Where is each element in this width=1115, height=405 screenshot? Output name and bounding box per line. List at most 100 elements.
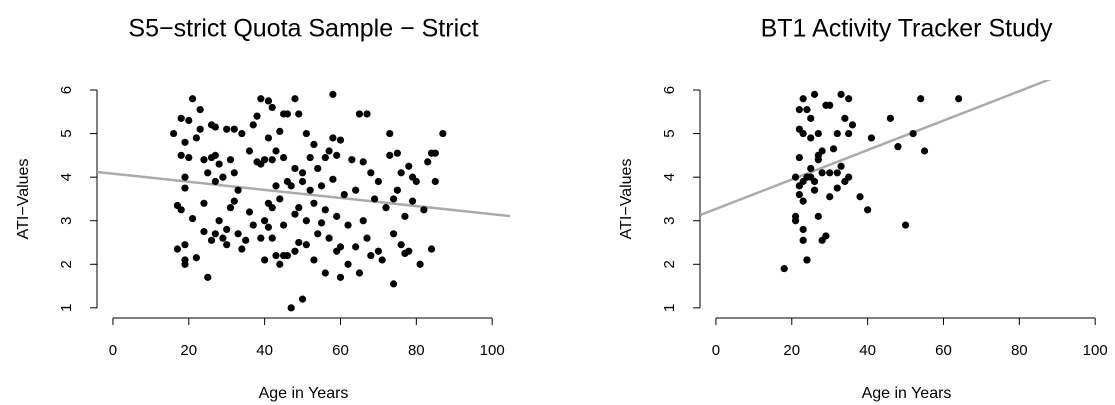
data-point (336, 273, 345, 281)
data-point (803, 106, 811, 114)
x-tick-label: 100 (1083, 342, 1108, 359)
y-tick-label: 2 (661, 260, 678, 268)
data-point (245, 147, 254, 155)
y-axis-label: ATI−Values (15, 159, 32, 240)
data-point (223, 125, 231, 133)
data-point (382, 204, 390, 212)
data-point (317, 219, 326, 227)
data-point (302, 217, 310, 225)
data-point (192, 134, 200, 142)
data-point (181, 173, 189, 181)
data-point (920, 147, 929, 155)
data-point (378, 256, 386, 264)
data-point (389, 195, 398, 203)
data-point (856, 193, 864, 201)
data-point (909, 129, 917, 138)
data-point (799, 225, 807, 234)
x-tick-label: 60 (935, 342, 952, 359)
data-point (287, 304, 295, 312)
data-point (279, 221, 288, 229)
data-point (848, 121, 857, 129)
data-point (826, 101, 834, 109)
data-point (200, 156, 208, 164)
data-point (833, 184, 841, 192)
data-point (833, 129, 841, 138)
data-point (367, 251, 375, 260)
data-point (204, 273, 212, 281)
data-point (837, 90, 845, 98)
data-point (211, 123, 219, 131)
data-point (321, 269, 329, 277)
data-point (401, 212, 409, 220)
data-point (181, 138, 189, 146)
data-point (291, 164, 299, 173)
y-tick-label: 4 (661, 173, 678, 181)
data-point (215, 160, 223, 168)
data-point (917, 95, 925, 103)
data-point (826, 169, 834, 177)
data-point (257, 95, 265, 103)
x-tick-label: 40 (859, 342, 876, 359)
data-point (795, 190, 803, 199)
y-tick-label: 1 (58, 304, 75, 312)
data-point (219, 173, 227, 181)
data-point (264, 134, 273, 142)
data-point (226, 156, 235, 164)
data-point (306, 186, 314, 194)
data-point (302, 241, 310, 249)
data-point (818, 169, 826, 177)
data-point (272, 182, 280, 190)
data-point (230, 125, 238, 133)
data-point (253, 112, 261, 120)
fit-line-group (700, 80, 1052, 217)
data-point (283, 251, 291, 260)
data-point (317, 182, 326, 190)
data-point (226, 204, 235, 212)
fit-line (97, 170, 510, 218)
data-point (864, 206, 872, 214)
data-point (352, 243, 360, 251)
x-tick-label: 80 (1011, 342, 1028, 359)
data-point (310, 199, 318, 207)
data-point (181, 260, 189, 268)
data-point (234, 230, 242, 238)
data-point (238, 245, 246, 253)
data-point (780, 265, 788, 273)
data-point (249, 121, 257, 129)
data-point (799, 95, 807, 103)
data-point (333, 212, 341, 220)
data-point (211, 151, 219, 159)
data-point (807, 114, 815, 122)
data-point (886, 114, 894, 122)
data-point (204, 169, 212, 177)
data-point (329, 90, 337, 98)
data-point (188, 214, 197, 223)
data-point (810, 186, 819, 194)
data-point (367, 169, 375, 177)
y-tick-label: 1 (661, 304, 678, 312)
data-point (795, 153, 803, 162)
data-point (245, 208, 254, 216)
data-point (818, 147, 826, 155)
data-point (389, 280, 398, 288)
data-point (359, 217, 367, 225)
x-tick-label: 20 (783, 342, 800, 359)
data-point (291, 247, 299, 255)
data-point (393, 149, 401, 157)
data-point (314, 230, 322, 238)
x-axis-label: Age in Years (259, 385, 349, 402)
data-point (295, 110, 303, 118)
data-point (344, 221, 352, 229)
data-point (298, 177, 307, 186)
data-point (207, 236, 216, 244)
data-point (841, 114, 849, 122)
data-point (238, 129, 246, 138)
data-point (329, 175, 337, 183)
y-tick-label: 5 (661, 129, 678, 137)
data-point (439, 129, 447, 138)
data-point (200, 228, 208, 236)
data-point (196, 106, 204, 114)
data-point (340, 190, 348, 199)
y-tick-label: 6 (661, 86, 678, 94)
chart-title: S5−strict Quota Sample − Strict (128, 15, 478, 43)
